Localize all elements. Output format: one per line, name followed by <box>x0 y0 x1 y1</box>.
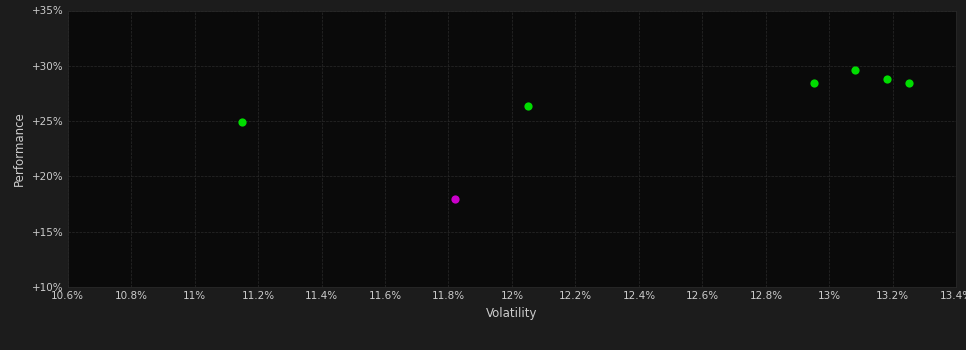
Point <box>235 119 250 125</box>
Y-axis label: Performance: Performance <box>14 111 26 186</box>
X-axis label: Volatility: Volatility <box>486 307 538 320</box>
Point <box>447 196 463 201</box>
Point <box>806 81 821 86</box>
Point <box>901 81 917 86</box>
Point <box>879 76 895 82</box>
Point <box>847 68 863 73</box>
Point <box>520 103 535 108</box>
